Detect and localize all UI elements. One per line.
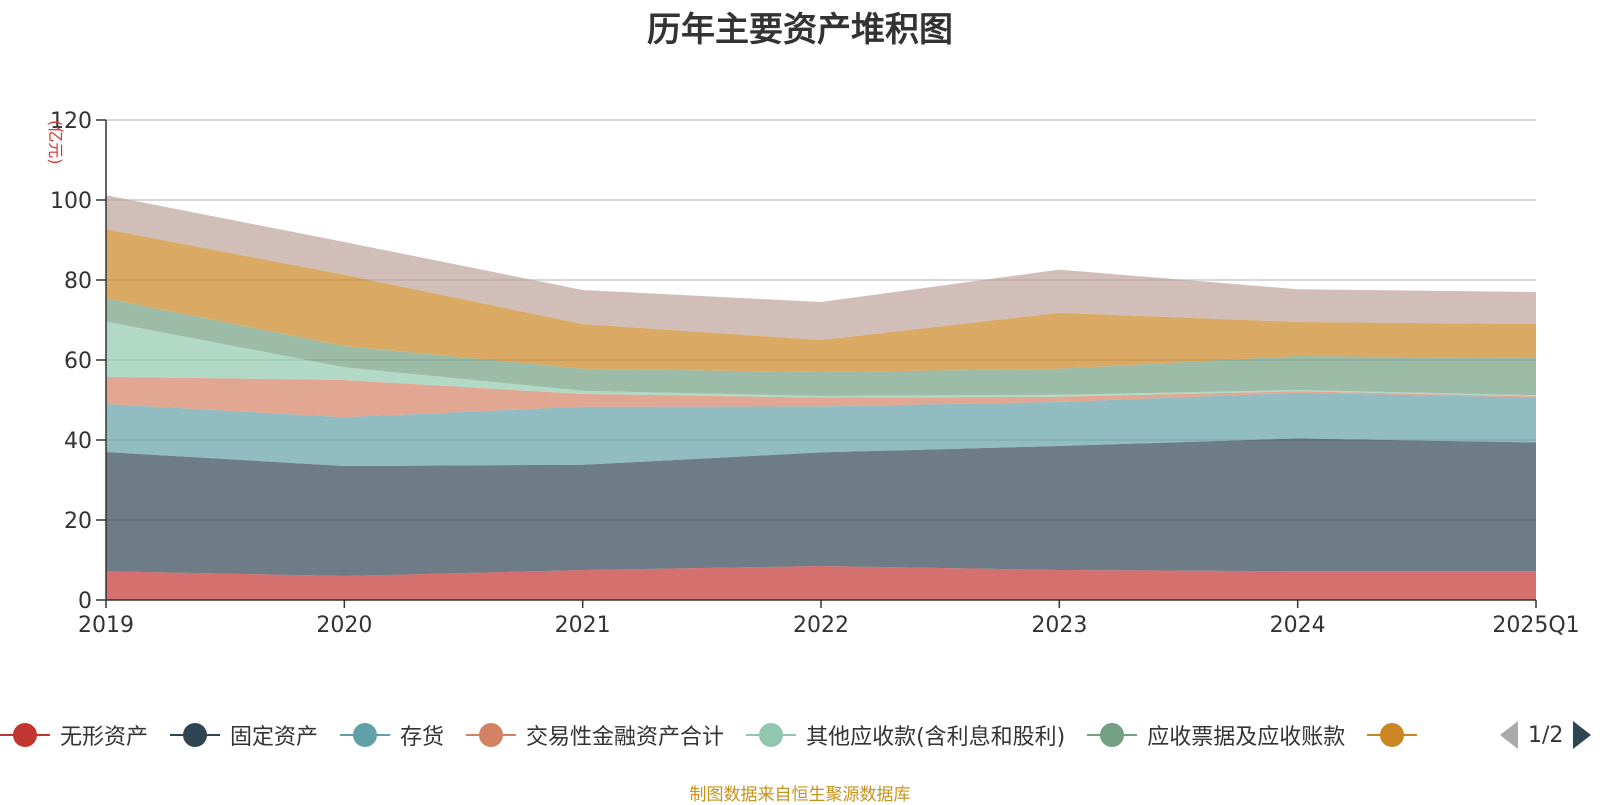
legend-label: 交易性金融资产合计 — [526, 725, 725, 750]
legend-label: 应收票据及应收账款 — [1147, 725, 1346, 750]
legend-swatch — [1367, 722, 1418, 748]
legend-swatch — [170, 722, 221, 748]
legend-swatch — [466, 722, 517, 748]
x-tick-label: 2025Q1 — [1492, 613, 1579, 638]
legend-next-page-button[interactable] — [1573, 721, 1592, 749]
x-tick-label: 2019 — [78, 613, 134, 638]
x-tick-label: 2022 — [793, 613, 849, 638]
area-series-7 — [106, 229, 1536, 372]
axes: 0 20 40 60 80 100 120 2019 2020 2021 2022 2023 2024 2… — [50, 109, 1580, 638]
legend-label: 固定资产 — [230, 725, 319, 750]
area-series-6 — [106, 298, 1536, 396]
area-series-2 — [106, 438, 1536, 576]
area-series-4 — [106, 376, 1536, 418]
x-tick-label: 2024 — [1270, 613, 1326, 638]
legend-item[interactable]: 存货 — [340, 719, 444, 751]
area-series-1 — [106, 566, 1536, 600]
legend-swatch — [746, 722, 797, 748]
y-tick-label: 120 — [50, 109, 92, 134]
legend-page-indicator: 1/2 — [1528, 722, 1564, 748]
legend-label: 存货 — [400, 725, 445, 750]
legend-item[interactable]: 固定资产 — [170, 719, 318, 751]
x-tick-label: 2021 — [555, 613, 611, 638]
legend-swatch — [0, 722, 50, 748]
stacked-area-chart: 0 20 40 60 80 100 120 2019 2020 2021 2022 2023 2024 2… — [46, 109, 1580, 638]
area-series-3 — [106, 392, 1536, 466]
y-unit-label: (亿元) — [46, 120, 65, 165]
y-tick-label: 100 — [50, 189, 92, 214]
legend-item[interactable]: 其他应收款(含利息和股利) — [746, 719, 1065, 751]
y-tick-label: 80 — [64, 269, 92, 294]
legend-item[interactable]: 应收票据及应收账款 — [1087, 719, 1345, 751]
legend-swatch — [340, 722, 391, 748]
y-tick-label: 40 — [64, 429, 92, 454]
legend-item[interactable] — [1367, 722, 1427, 748]
area-series — [106, 195, 1536, 600]
area-series-8 — [106, 195, 1536, 340]
legend-swatch — [1087, 722, 1138, 748]
legend: 无形资产 固定资产 存货 交易性金融资产合计 其他应收款(含利息和股利) 应收票据及应收账… — [0, 718, 1600, 752]
chart-title: 历年主要资产堆积图 — [647, 10, 953, 50]
x-tick-label: 2023 — [1031, 613, 1087, 638]
legend-item[interactable]: 无形资产 — [0, 719, 148, 751]
y-tick-label: 0 — [78, 589, 92, 614]
legend-item[interactable]: 交易性金融资产合计 — [466, 719, 724, 751]
legend-pager: 1/2 — [1500, 718, 1592, 752]
source-note: 制图数据来自恒生聚源数据库 — [689, 785, 911, 805]
y-tick-label: 60 — [64, 349, 92, 374]
legend-prev-page-button[interactable] — [1500, 721, 1518, 749]
legend-label: 无形资产 — [60, 725, 149, 750]
y-tick-label: 20 — [64, 509, 92, 534]
legend-label: 其他应收款(含利息和股利) — [806, 725, 1066, 750]
x-tick-label: 2020 — [316, 613, 372, 638]
